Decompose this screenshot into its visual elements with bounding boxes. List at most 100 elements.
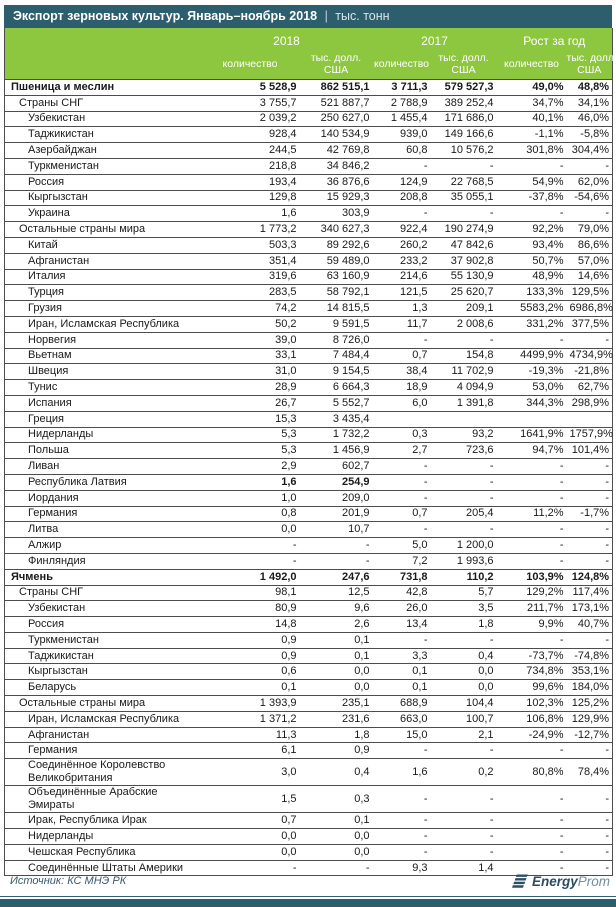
value-cell: 40,7% xyxy=(566,616,613,633)
value-cell: 92,2% xyxy=(496,221,567,238)
value-cell: 1 456,9 xyxy=(299,442,373,460)
row-label: Литва xyxy=(4,521,201,539)
logo-text-prom: Prom xyxy=(577,873,610,889)
value-cell: 0,1 xyxy=(200,679,300,697)
value-cell: - xyxy=(430,332,497,349)
value-cell: - xyxy=(566,490,613,507)
value-cell: 5 552,7 xyxy=(299,395,373,412)
value-cell: 2 039,2 xyxy=(200,111,300,128)
value-cell: 1,4 xyxy=(430,860,497,877)
table-body: Пшеница и меслин 5 528,9 862 515,1 3 711,3 5… xyxy=(4,79,613,877)
row-label: Украина xyxy=(4,205,201,223)
row-label: Афганистан xyxy=(4,727,201,744)
value-cell: 9 154,5 xyxy=(299,363,373,381)
row-label: Нидерланды xyxy=(4,427,201,444)
table-row: Тунис 28,9 6 664,3 18,9 4 094,9 53,0% 62,7% xyxy=(4,379,613,396)
value-cell: 0,0 xyxy=(200,844,300,861)
row-label: Россия xyxy=(4,616,201,633)
value-cell xyxy=(566,411,613,428)
table-row: Афганистан 351,4 59 489,0 233,2 37 902,8 50,7… xyxy=(4,253,613,270)
value-cell: 104,4 xyxy=(430,695,497,712)
export-table: 2018 2017 Рост за год количество тыс. до… xyxy=(4,28,616,877)
value-cell: 734,8% xyxy=(496,663,567,681)
value-cell: 3,3 xyxy=(372,648,431,665)
value-cell: 0,1 xyxy=(299,648,373,665)
value-cell: 2 008,6 xyxy=(430,316,497,333)
value-cell: 98,1 xyxy=(200,585,300,602)
value-cell: 247,6 xyxy=(299,569,373,586)
value-cell: 3 755,7 xyxy=(200,95,300,112)
table-row: Вьетнам 33,1 7 484,4 0,7 154,8 4499,9% 4734,9% xyxy=(4,348,613,365)
value-cell: 928,4 xyxy=(200,126,300,144)
value-cell: 209,0 xyxy=(299,490,373,507)
value-cell: 3,5 xyxy=(430,600,497,618)
value-cell: 94,7% xyxy=(496,442,567,460)
row-label: Иран, Исламская Республика xyxy=(4,316,201,333)
row-label: Страны СНГ xyxy=(4,585,201,602)
value-cell: 63 160,9 xyxy=(299,269,373,286)
value-cell: 89 292,6 xyxy=(299,237,373,254)
value-cell: -24,9% xyxy=(496,727,567,744)
value-cell: - xyxy=(200,553,300,570)
table-row: Остальные страны мира 1 393,9 235,1 688,9 10… xyxy=(4,695,613,712)
value-cell: 133,3% xyxy=(496,284,567,302)
value-cell: 0,9 xyxy=(200,648,300,665)
value-cell: 80,9 xyxy=(200,600,300,618)
row-label: Иран, Исламская Республика xyxy=(4,711,201,728)
value-cell: 2 788,9 xyxy=(372,95,431,112)
value-cell: - xyxy=(566,458,613,475)
value-cell: 250 627,0 xyxy=(299,111,373,128)
page-title: Экспорт зерновых культур. Январь–ноябрь … xyxy=(13,9,318,23)
value-cell: 1,6 xyxy=(372,758,431,787)
value-cell: 129,2% xyxy=(496,585,567,602)
table-row: Кыргызстан 129,8 15 929,3 208,8 35 055,1 -37,… xyxy=(4,190,613,207)
value-cell: 304,4% xyxy=(566,142,613,159)
value-cell: - xyxy=(430,785,497,814)
value-cell: - xyxy=(372,158,431,175)
value-cell: 235,1 xyxy=(299,695,373,712)
value-cell: - xyxy=(496,521,567,539)
value-cell: - xyxy=(566,474,613,491)
value-cell: - xyxy=(430,812,497,830)
value-cell: 0,0 xyxy=(299,844,373,861)
value-cell: 0,0 xyxy=(299,828,373,845)
row-label: Ливан xyxy=(4,458,201,475)
table-row: Иордания 1,0 209,0- - - - xyxy=(4,490,613,507)
value-cell: - xyxy=(430,458,497,475)
value-cell: 0,1 xyxy=(299,632,373,649)
value-cell: 298,9% xyxy=(566,395,613,412)
value-cell: - xyxy=(566,844,613,861)
table-row: Украина 1,6 303,9- - - - xyxy=(4,205,613,223)
value-cell: 0,7 xyxy=(200,812,300,830)
row-label: Беларусь xyxy=(4,679,201,697)
table-row: Греция 15,3 3 435,4 xyxy=(4,411,613,428)
value-cell: 1 773,2 xyxy=(200,221,300,238)
value-cell: 0,1 xyxy=(372,679,431,697)
value-cell: 208,8 xyxy=(372,190,431,207)
value-cell: 1 200,0 xyxy=(430,537,497,554)
value-cell: 218,8 xyxy=(200,158,300,175)
bottom-bar xyxy=(0,899,616,907)
value-cell: 110,2 xyxy=(430,569,497,586)
value-cell: - xyxy=(566,828,613,845)
value-cell: 0,3 xyxy=(299,785,373,814)
value-cell: 319,6 xyxy=(200,269,300,286)
value-cell: 0,0 xyxy=(430,679,497,697)
row-label: Таджикистан xyxy=(4,126,201,144)
value-cell: 59 489,0 xyxy=(299,253,373,270)
value-cell: - xyxy=(299,553,373,570)
value-cell: 124,9 xyxy=(372,174,431,191)
value-cell: 1,6 xyxy=(200,474,300,491)
value-cell: -1,7% xyxy=(566,506,613,523)
value-cell: 28,9 xyxy=(200,379,300,396)
value-cell: 344,3% xyxy=(496,395,567,412)
year-group-row: 2018 2017 Рост за год xyxy=(4,28,613,49)
value-cell: 231,6 xyxy=(299,711,373,728)
value-cell: 211,7% xyxy=(496,600,567,618)
value-cell: 86,6% xyxy=(566,237,613,254)
value-cell: 1,5 xyxy=(200,785,300,814)
value-cell: - xyxy=(496,742,567,760)
value-cell: 101,4% xyxy=(566,442,613,460)
value-cell: 1,3 xyxy=(372,300,431,317)
value-cell: - xyxy=(372,332,431,349)
